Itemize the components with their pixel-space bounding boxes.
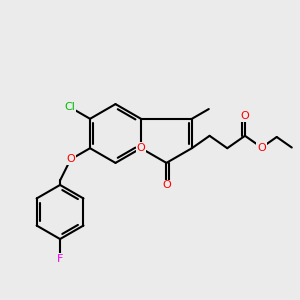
Text: O: O <box>66 154 75 164</box>
Text: O: O <box>257 142 266 152</box>
Text: O: O <box>162 180 171 190</box>
Text: O: O <box>241 111 249 121</box>
Text: Cl: Cl <box>64 102 75 112</box>
Text: O: O <box>136 143 145 153</box>
Text: F: F <box>57 254 63 263</box>
